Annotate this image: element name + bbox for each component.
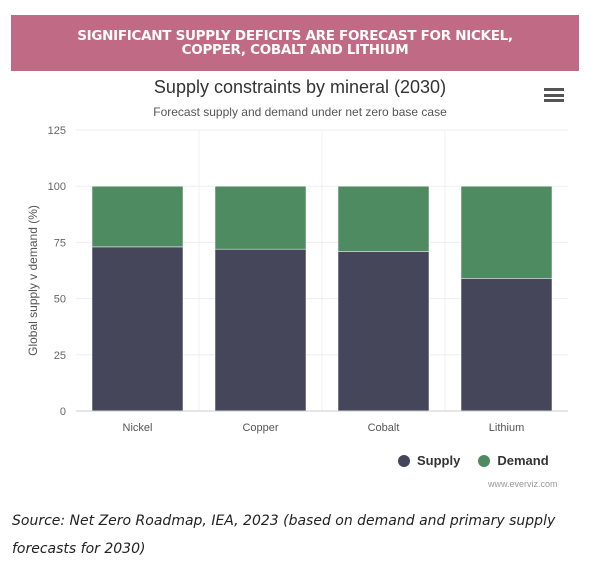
legend-dot-supply [398,454,410,467]
menu-icon[interactable] [544,88,564,105]
credits-link[interactable]: www.everviz.com [488,479,558,489]
bar-demand [91,185,184,248]
legend: Supply Demand [398,453,549,468]
y-tick-label: 100 [48,181,66,193]
bar-supply [91,246,184,412]
legend-dot-demand [478,454,491,467]
bar-demand [337,185,430,252]
x-tick-label: Nickel [123,422,153,434]
source-caption: Source: Net Zero Roadmap, IEA, 2023 (bas… [12,513,556,557]
y-tick-label: 50 [54,294,66,306]
x-tick-label: Copper [242,422,278,434]
legend-label: Supply [417,453,461,468]
y-tick-label: 75 [54,237,66,249]
y-tick-label: 25 [54,350,66,362]
chart-plot: 0 25 50 75 100 125 Nickel Copper Cobalt Lithium Gl… [26,125,568,434]
bar-supply [460,278,553,412]
y-tick-label: 0 [60,406,66,418]
bar-demand [214,185,307,250]
legend-label: Demand [497,453,549,468]
banner-heading: SIGNIFICANT SUPPLY DEFICITS ARE FORECAST… [11,15,579,71]
bar-supply [337,251,430,412]
chart-subtitle: Forecast supply and demand under net zer… [153,105,447,119]
legend-item-demand[interactable]: Demand [478,453,549,468]
chart-title: Supply constraints by mineral (2030) [153,77,447,97]
y-tick-label: 125 [48,125,66,137]
x-tick-label: Lithium [489,422,524,434]
bar-demand [460,185,553,279]
bar-supply [214,248,307,412]
legend-item-supply[interactable]: Supply [398,453,460,468]
x-tick-label: Cobalt [368,422,400,434]
y-axis-title: Global supply v demand (%) [26,205,40,356]
